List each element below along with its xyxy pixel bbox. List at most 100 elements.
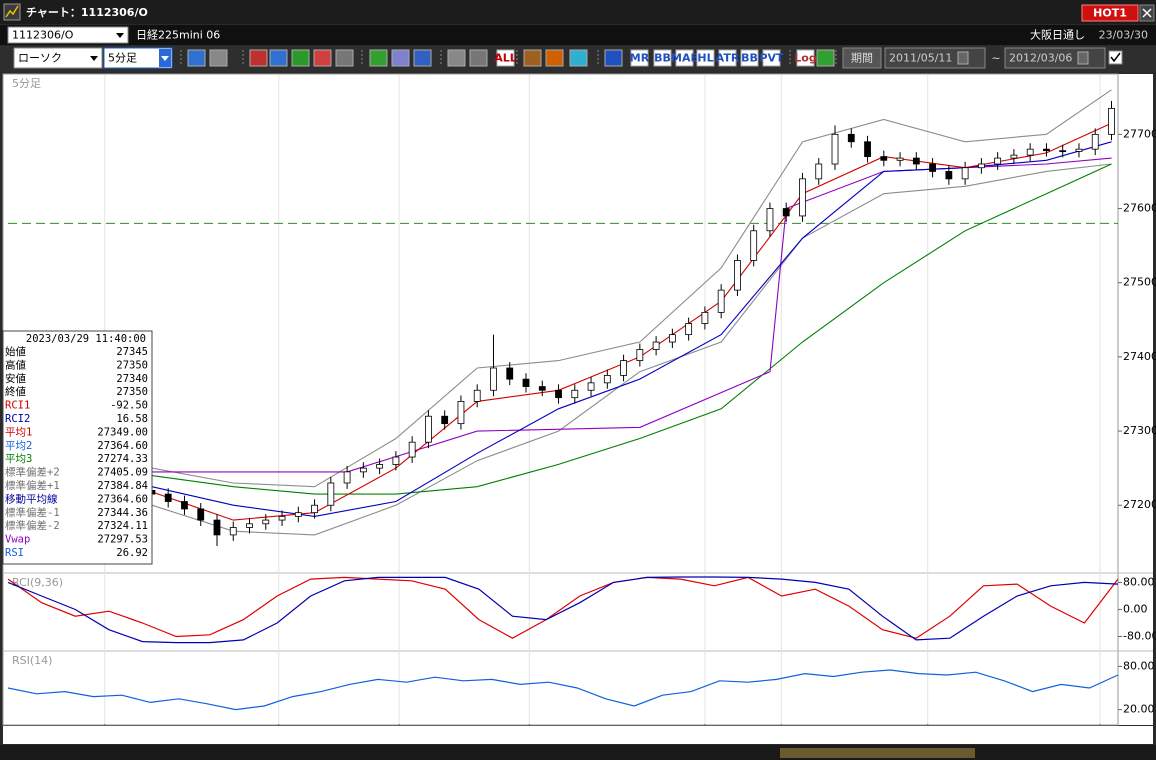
- toolbar-icon[interactable]: [545, 49, 564, 67]
- candle-body: [734, 260, 741, 291]
- from-date-text[interactable]: 2011/05/11: [889, 52, 952, 65]
- candle-body: [343, 471, 351, 484]
- toolbar-icon[interactable]: [187, 49, 206, 67]
- y-tick-label: 80.00: [1123, 659, 1155, 672]
- toolbar-icon[interactable]: [369, 49, 388, 67]
- toolbar-icon[interactable]: [523, 49, 542, 67]
- toolbar-icon[interactable]: [816, 49, 835, 67]
- toolbar-icon[interactable]: [335, 49, 354, 67]
- info-value: 27350: [116, 359, 148, 371]
- candle-body: [636, 349, 644, 361]
- info-label: 標準偏差-2: [5, 519, 60, 532]
- toolbar-icon-label[interactable]: MAE: [671, 52, 698, 65]
- indicator-line: [151, 89, 1112, 488]
- interval-select[interactable]: [103, 47, 173, 69]
- style-text[interactable]: ローソク: [18, 52, 62, 65]
- indicator-line: [151, 163, 1112, 495]
- toolbar-icons: ALL MR BB MAE HL ATR BB PVT Log: [180, 49, 837, 67]
- style-select[interactable]: [13, 47, 103, 69]
- candle-body: [799, 178, 806, 217]
- candle-body: [587, 382, 595, 391]
- candle-body: [213, 519, 221, 536]
- info-value: 16.58: [116, 413, 148, 425]
- toolbar-icon[interactable]: [653, 49, 672, 67]
- toolbar-icon[interactable]: [796, 49, 815, 67]
- toolbar-icon[interactable]: [269, 49, 288, 67]
- candle-body: [246, 523, 253, 528]
- toolbar-icon[interactable]: [675, 49, 694, 67]
- period-button[interactable]: [842, 47, 882, 69]
- toolbar-icon[interactable]: [604, 49, 623, 67]
- info-label: 標準偏差+1: [5, 479, 60, 492]
- toolbar-icon-label[interactable]: HL: [697, 52, 713, 65]
- calendar-icon[interactable]: [1077, 51, 1089, 65]
- hot-button-label[interactable]: HOT1: [1093, 7, 1127, 20]
- symbol-select[interactable]: [7, 26, 129, 44]
- scrollbar[interactable]: [0, 745, 1156, 760]
- toolbar-icon[interactable]: [718, 49, 737, 67]
- dropdown-arrow[interactable]: [90, 56, 98, 61]
- info-label: 高値: [5, 358, 26, 371]
- toolbar-icon[interactable]: [740, 49, 759, 67]
- candle-body: [847, 133, 855, 143]
- toolbar-icon-label[interactable]: PVT: [759, 52, 784, 65]
- toolbar-icon-label[interactable]: BB: [741, 52, 758, 65]
- toolbar-icon[interactable]: [696, 49, 715, 67]
- indicator-line: [7, 576, 1119, 639]
- indicator-line: [151, 163, 1112, 536]
- toolbar-icon-label[interactable]: BB: [654, 52, 671, 65]
- candle-body: [896, 157, 904, 161]
- symbol-text[interactable]: 1112306/O: [12, 29, 74, 42]
- toolbar-icon[interactable]: [496, 49, 515, 67]
- info-label: 標準偏差-1: [5, 506, 60, 519]
- candle-body: [961, 167, 969, 180]
- info-label: 平均2: [5, 440, 32, 452]
- candle-body: [701, 311, 709, 324]
- interval-text[interactable]: 5分足: [108, 52, 137, 65]
- toolbar-icon[interactable]: [469, 49, 488, 67]
- toolbar-icon[interactable]: [762, 49, 781, 67]
- toolbar-icon[interactable]: [291, 49, 310, 67]
- candle-body: [815, 163, 823, 180]
- candle-body: [1026, 148, 1034, 156]
- dropdown-arrow[interactable]: [116, 33, 124, 38]
- window-title: チャート：1112306/O: [26, 6, 148, 19]
- to-date-text[interactable]: 2012/03/06: [1009, 52, 1072, 65]
- toolbar-icon[interactable]: [569, 49, 588, 67]
- info-label: 標準偏差+2: [5, 466, 60, 479]
- check-mark[interactable]: [1110, 52, 1121, 63]
- candle-body: [359, 467, 367, 473]
- toolbar-icon[interactable]: [313, 49, 332, 67]
- close-icon[interactable]: [1142, 8, 1152, 18]
- period-label[interactable]: 期間: [851, 52, 873, 65]
- info-label: RSI: [5, 547, 24, 559]
- y-tick-label: 27200: [1123, 498, 1156, 511]
- candle-body: [782, 208, 790, 217]
- candle-body: [994, 157, 1002, 165]
- toolbar-icon[interactable]: [391, 49, 410, 67]
- toolbar-icon-label[interactable]: ATR: [716, 52, 740, 65]
- y-tick-label: -80.00: [1123, 629, 1156, 642]
- session-text: 大阪日通し: [1030, 28, 1085, 42]
- toolbar-icon[interactable]: [249, 49, 268, 67]
- indicator-line: [7, 669, 1119, 711]
- toolbar-icon[interactable]: [413, 49, 432, 67]
- toolbar-icon[interactable]: [630, 49, 649, 67]
- toolbar-icon[interactable]: [209, 49, 228, 67]
- candle-body: [311, 504, 318, 514]
- calendar-icon[interactable]: [957, 51, 969, 65]
- toolbar-icon-label[interactable]: Log: [794, 52, 816, 65]
- candle-body: [912, 157, 920, 165]
- dropdown-arrow[interactable]: [161, 56, 169, 61]
- info-value: 27344.36: [97, 507, 148, 519]
- candle-body: [880, 156, 888, 161]
- info-value: 27349.00: [97, 426, 148, 438]
- candle-body: [864, 141, 871, 157]
- toolbar-icon-label[interactable]: MR: [630, 52, 650, 65]
- hot-button[interactable]: [1081, 4, 1139, 22]
- toolbar-icon[interactable]: [447, 49, 466, 67]
- scroll-thumb[interactable]: [780, 748, 975, 758]
- toolbar-icon-label[interactable]: ALL: [494, 52, 517, 65]
- candle-body: [197, 508, 205, 521]
- candle-body: [164, 493, 172, 502]
